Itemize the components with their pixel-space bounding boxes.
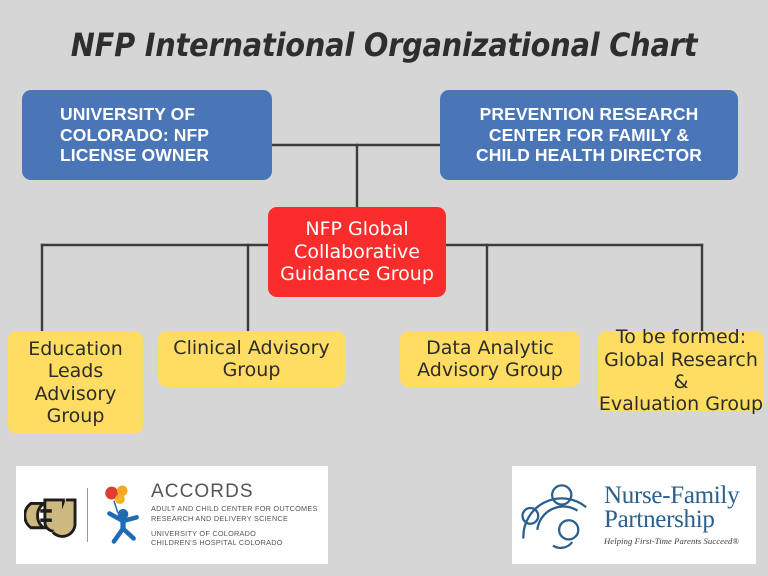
node-data-analytic-advisory-group[interactable]: Data Analytic Advisory Group: [400, 331, 580, 387]
node-nfp-global-collaborative-guidance-group[interactable]: NFP Global Collaborative Guidance Group: [268, 207, 446, 297]
nfp-wordmark-line2: Partnership: [604, 506, 715, 533]
nfp-tagline: Helping First-Time Parents Succeed®: [604, 536, 740, 547]
page-title: NFP International Organizational Chart: [70, 26, 698, 64]
node-label: To be formed: Global Research & Evaluati…: [598, 326, 764, 416]
accords-affiliation: UNIVERSITY OF COLORADO CHILDREN'S HOSPIT…: [151, 529, 283, 548]
node-label: UNIVERSITY OF COLORADO: NFP LICENSE OWNE…: [60, 104, 210, 166]
node-education-leads-advisory-group[interactable]: Education Leads Advisory Group: [8, 331, 143, 434]
nfp-wordmark-line1: Nurse-Family: [604, 481, 740, 509]
nurse-family-partnership-logo-panel: Nurse-Family Partnership Helping First-T…: [512, 466, 756, 564]
node-global-research-evaluation-group[interactable]: To be formed: Global Research & Evaluati…: [598, 326, 764, 415]
accords-logo-panel: ACCORDS ADULT AND CHILD CENTER FOR OUTCO…: [16, 466, 328, 564]
node-label: Clinical Advisory Group: [173, 336, 330, 381]
accords-child-figure-icon: [105, 485, 139, 544]
node-clinical-advisory-group[interactable]: Clinical Advisory Group: [158, 331, 345, 387]
accords-wordmark: ACCORDS: [151, 481, 254, 503]
node-label: Education Leads Advisory Group: [28, 337, 123, 427]
node-university-of-colorado-license-owner[interactable]: UNIVERSITY OF COLORADO: NFP LICENSE OWNE…: [22, 90, 272, 180]
node-label: NFP Global Collaborative Guidance Group: [280, 218, 434, 286]
nfp-arc-figures-icon: [521, 484, 587, 549]
cu-monogram-icon: [24, 498, 77, 538]
node-label: Data Analytic Advisory Group: [417, 336, 563, 381]
accords-subtitle: ADULT AND CHILD CENTER FOR OUTCOMES RESE…: [151, 504, 318, 523]
node-label: PREVENTION RESEARCH CENTER FOR FAMILY & …: [475, 104, 703, 166]
logo-divider: [87, 488, 88, 542]
node-prevention-research-center-director[interactable]: PREVENTION RESEARCH CENTER FOR FAMILY & …: [440, 90, 738, 180]
